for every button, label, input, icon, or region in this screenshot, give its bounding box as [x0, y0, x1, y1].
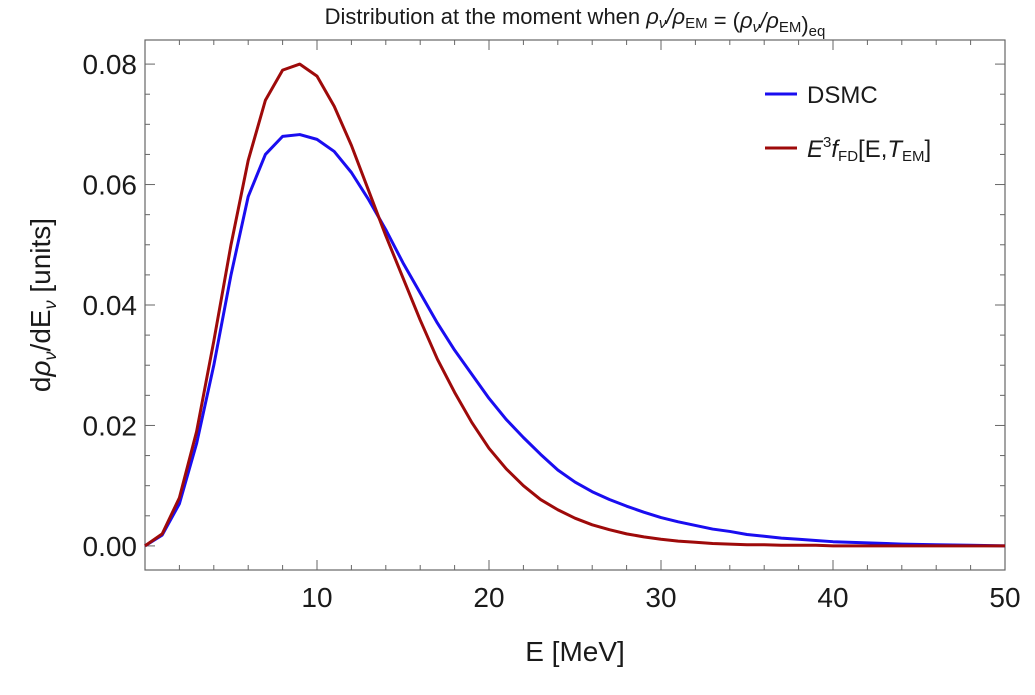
x-axis-label: E [MeV]	[525, 636, 625, 667]
y-tick-label: 0.04	[83, 290, 138, 321]
legend-label-0: DSMC	[807, 82, 878, 109]
legend-label-1: E3fFD[E,TEM]	[807, 134, 931, 165]
chart-title: Distribution at the moment when ρν/ρEM =…	[325, 4, 826, 40]
x-tick-label: 10	[301, 582, 332, 613]
x-axis-ticks: 10 20 30 40 50	[178, 40, 1021, 613]
plot-frame	[144, 39, 1006, 571]
y-tick-label: 0.02	[83, 410, 138, 441]
series-layer	[144, 62, 1006, 548]
series-line-1	[144, 62, 1005, 548]
x-tick-label: 30	[645, 582, 676, 613]
y-axis-label: dρν/dEν [units]	[25, 218, 60, 392]
legend: DSMC E3fFD[E,TEM]	[765, 82, 931, 165]
x-tick-label: 40	[817, 582, 848, 613]
y-tick-label: 0.00	[83, 531, 138, 562]
series-line-0	[144, 133, 1006, 548]
y-axis-ticks: 0.00 0.02 0.04 0.06 0.08	[83, 49, 1005, 562]
y-tick-label: 0.08	[83, 49, 138, 80]
x-tick-label: 20	[473, 582, 504, 613]
y-tick-label: 0.06	[83, 170, 138, 201]
plot-border	[144, 39, 1006, 571]
x-tick-label: 50	[989, 582, 1020, 613]
